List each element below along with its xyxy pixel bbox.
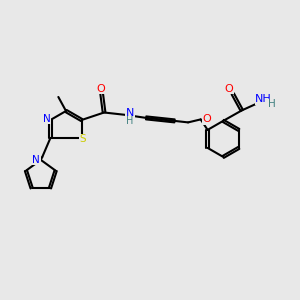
Text: O: O <box>97 83 106 94</box>
Text: O: O <box>225 83 234 94</box>
Text: O: O <box>202 114 211 124</box>
Text: N: N <box>126 108 134 118</box>
Text: H: H <box>126 116 134 127</box>
Text: H: H <box>268 99 276 110</box>
Text: N: N <box>32 155 40 165</box>
Text: N: N <box>43 113 51 124</box>
Text: NH: NH <box>255 94 272 104</box>
Text: S: S <box>80 134 86 145</box>
